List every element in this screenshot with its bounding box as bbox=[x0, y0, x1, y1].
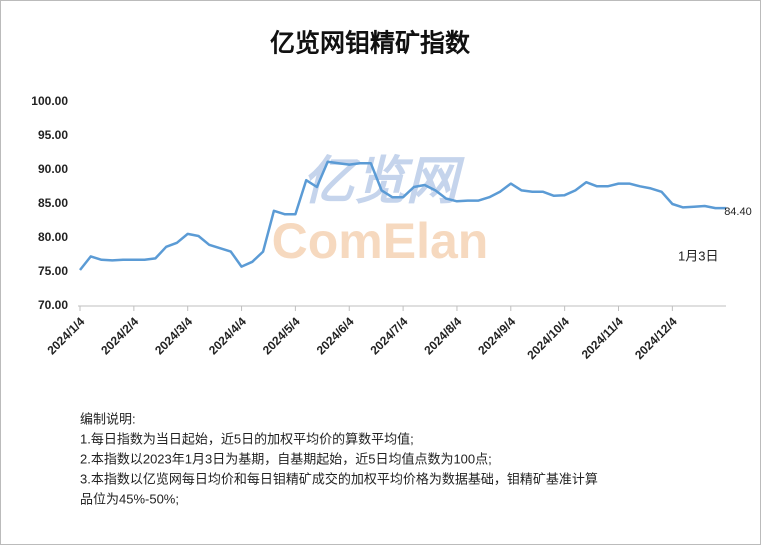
notes-heading: 编制说明: bbox=[80, 411, 136, 426]
annotation: 1月3日 bbox=[678, 248, 718, 263]
y-tick-label: 100.00 bbox=[31, 94, 68, 108]
note: 3.本指数以亿览网每日均价和每日钼精矿成交的加权平均价格为数据基础，钼精矿基准计… bbox=[80, 471, 598, 486]
y-tick-label: 75.00 bbox=[38, 264, 68, 278]
y-tick-label: 80.00 bbox=[38, 230, 68, 244]
y-tick-label: 85.00 bbox=[38, 196, 68, 210]
y-tick-label: 70.00 bbox=[38, 298, 68, 312]
notes: 编制说明: 1.每日指数为当日起始，近5日的加权平均价的算数平均值; 2.本指数… bbox=[80, 411, 598, 506]
chart-title: 亿览网钼精矿指数 bbox=[270, 29, 471, 58]
y-tick-label: 95.00 bbox=[38, 128, 68, 142]
watermark: ComElan bbox=[272, 213, 489, 269]
data-label: 84.40 bbox=[724, 206, 752, 218]
watermark: 亿览网 bbox=[302, 153, 465, 211]
line bbox=[79, 160, 727, 271]
y-tick-label: 90.00 bbox=[38, 162, 68, 176]
note: 品位为45%-50%; bbox=[80, 491, 179, 506]
note: 1.每日指数为当日起始，近5日的加权平均价的算数平均值; bbox=[80, 431, 414, 446]
note: 2.本指数以2023年1月3日为基期，自基期起始，近5日均值点数为100点; bbox=[80, 451, 492, 466]
